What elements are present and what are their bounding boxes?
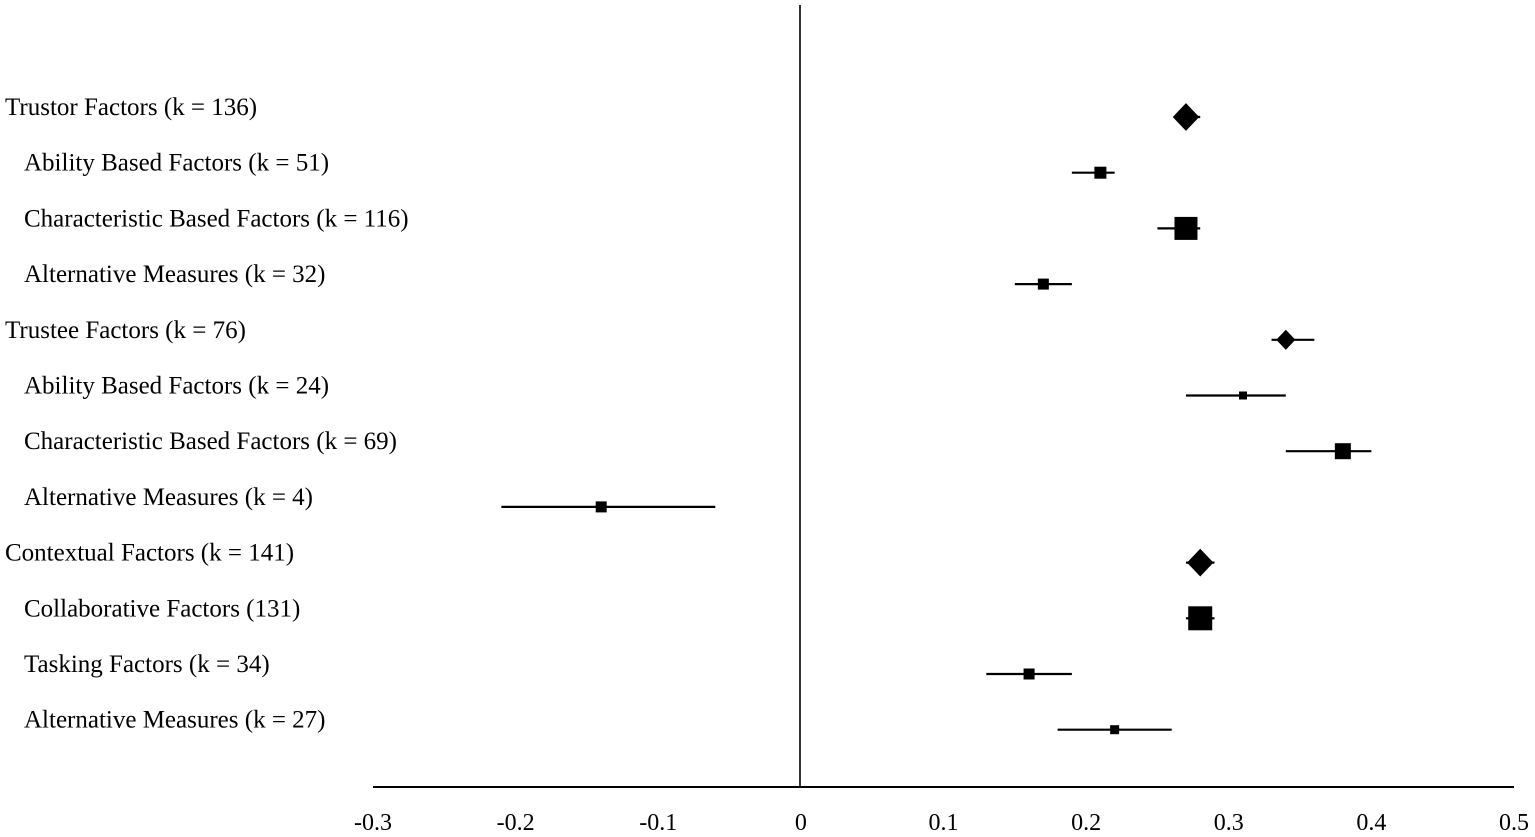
x-tick-label: 0.2 xyxy=(1071,810,1101,836)
group-label: Contextual Factors (k = 141) xyxy=(5,540,294,567)
summary-diamond xyxy=(1187,548,1214,577)
estimate-square xyxy=(1110,725,1120,735)
x-tick-label: 0.3 xyxy=(1214,810,1244,836)
subgroup-label: Ability Based Factors (k = 24) xyxy=(24,373,329,400)
estimate-square xyxy=(1037,278,1049,290)
group-label: Trustor Factors (k = 136) xyxy=(5,94,257,121)
subgroup-label: Ability Based Factors (k = 51) xyxy=(24,150,329,177)
x-tick-label: 0.4 xyxy=(1356,810,1386,836)
x-tick-label: -0.2 xyxy=(497,810,535,836)
subgroup-label: Alternative Measures (k = 27) xyxy=(24,707,326,734)
estimate-square xyxy=(595,501,607,513)
estimate-square xyxy=(1334,443,1351,460)
estimate-marks xyxy=(501,103,1372,735)
row-labels: Trustor Factors (k = 136) Ability Based F… xyxy=(5,94,409,734)
estimate-square xyxy=(1188,606,1213,631)
x-tick-label: 0.1 xyxy=(929,810,959,836)
subgroup-label: Tasking Factors (k = 34) xyxy=(24,651,270,678)
x-tick-label: -0.1 xyxy=(639,810,677,836)
estimate-square xyxy=(1174,216,1198,240)
subgroup-label: Characteristic Based Factors (k = 116) xyxy=(24,205,409,232)
summary-diamond xyxy=(1172,103,1200,131)
x-axis-ticks: -0.3 -0.2 -0.1 0 0.1 0.2 0.3 0.4 0.5 xyxy=(354,810,1529,836)
subgroup-label: Characteristic Based Factors (k = 69) xyxy=(24,428,397,455)
estimate-square xyxy=(1094,166,1107,179)
summary-diamond xyxy=(1276,329,1296,350)
estimate-square xyxy=(1023,668,1035,680)
subgroup-label: Collaborative Factors (131) xyxy=(24,595,300,622)
subgroup-label: Alternative Measures (k = 32) xyxy=(24,261,326,288)
group-label: Trustee Factors (k = 76) xyxy=(5,317,246,344)
x-tick-label: 0 xyxy=(795,810,807,836)
x-tick-label: 0.5 xyxy=(1499,810,1529,836)
x-tick-label: -0.3 xyxy=(354,810,392,836)
estimate-square xyxy=(1239,391,1248,400)
subgroup-label: Alternative Measures (k = 4) xyxy=(24,484,313,511)
